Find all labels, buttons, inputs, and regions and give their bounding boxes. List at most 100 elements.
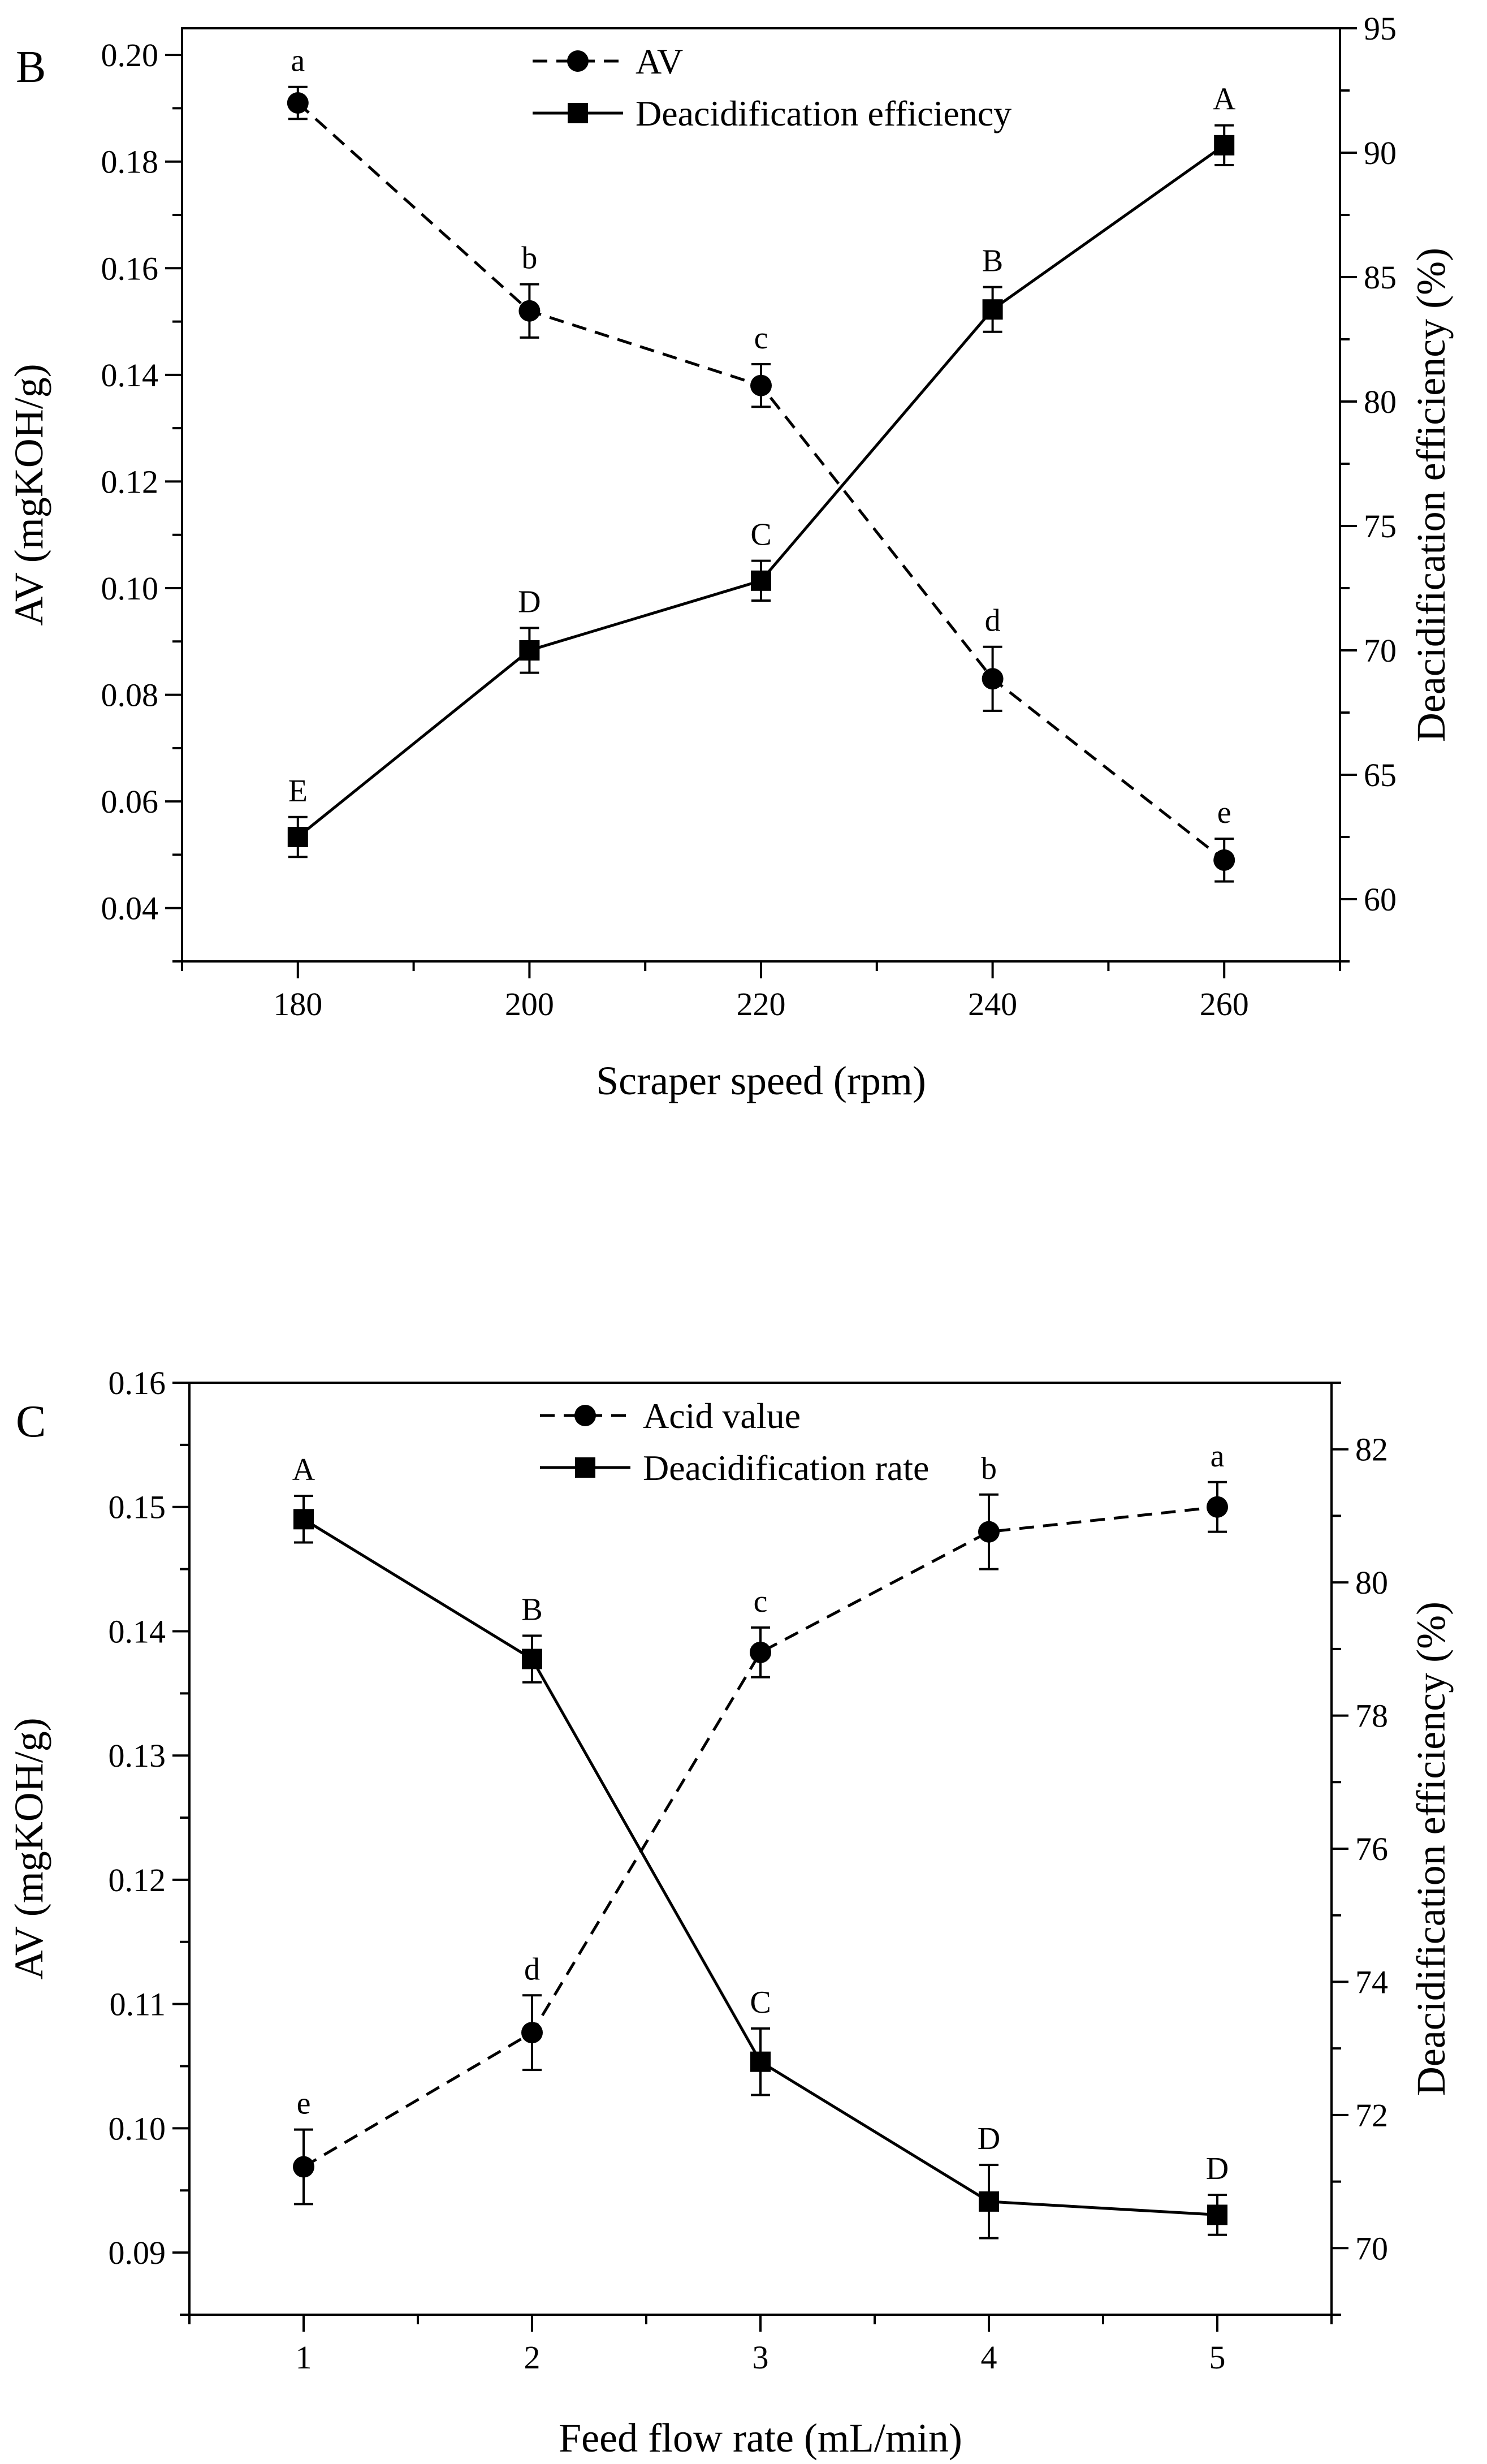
y-left-tick-label: 0.12 [101,463,159,500]
y-left-tick-label: 0.09 [109,2234,166,2271]
x-tick-label: 1 [296,2339,312,2376]
data-point-circle [521,2022,543,2044]
y-right-tick-label: 95 [1364,10,1397,47]
y-right-tick-label: 85 [1364,259,1397,296]
chart-panel-C: 1 2 3 4 5 0.09 0.10 0.11 0.12 0.13 0.14 0.15 0.16 70 7… [6,1365,1454,2461]
series-line [302,1505,1218,2168]
legend-label: Deacidification efficiency [636,93,1011,133]
data-point-circle [1207,1496,1228,1518]
y-left-tick-label: 0.06 [101,783,159,820]
y-right-tick-label: 76 [1355,1831,1388,1867]
y-left-tick-label: 0.14 [101,357,159,394]
data-point-square [751,570,771,591]
y-right-tick-label: 72 [1355,2097,1388,2134]
data-point-circle [750,374,772,396]
series-acid-value: e d c b a [293,1439,1228,2206]
significance-label: D [518,584,541,619]
y-right-tick-label: 65 [1364,757,1397,793]
data-point-square [1214,135,1235,156]
significance-label: e [297,2086,311,2121]
y-right-tick-label: 78 [1355,1698,1388,1734]
y-left-tick-label: 0.14 [109,1613,166,1650]
significance-label: c [754,321,768,356]
significance-label: D [1206,2151,1229,2186]
y-left-axis-title: AV (mgKOH/g) [6,1718,51,1979]
significance-label: c [754,1584,768,1619]
x-axis-title: Feed flow rate (mL/min) [559,2415,962,2461]
y-right-axis-title: Deacidification efficiency (%) [1408,1602,1454,2096]
significance-label: d [524,1952,540,1987]
y-right-tick-label: 60 [1364,881,1397,918]
series-line [302,1518,1218,2216]
y-right-tick-label: 80 [1355,1564,1388,1601]
data-point-square [979,2191,999,2212]
series-deacidification: A B C D D [292,1452,1229,2239]
data-point-circle [978,1521,1000,1543]
y-right-tick-label: 75 [1364,508,1397,545]
plot-frame [188,1382,1333,2316]
y-left-tick-label: 0.11 [110,1986,166,2023]
data-point-square [287,827,308,847]
panel-label: C [16,1397,46,1447]
significance-label: a [1211,1439,1225,1474]
series-line [297,144,1225,838]
y-right-tick-label: 70 [1364,632,1397,669]
y-right-tick-label: 80 [1364,383,1397,420]
significance-label: e [1217,795,1231,830]
x-tick-label: 4 [981,2339,997,2376]
panel-label: B [16,42,46,92]
y-left-tick-label: 0.18 [101,144,159,180]
data-point-square [519,640,540,661]
data-point-circle [982,668,1004,690]
significance-label: b [981,1451,997,1486]
x-tick-label: 220 [737,986,786,1022]
y-left-tick-label: 0.10 [109,2110,166,2147]
series-line [297,102,1225,861]
chart-panel-B: 180 200 220 240 260 0.04 0.06 0.08 0.10 0.12 0.14 0… [6,10,1454,1103]
significance-label: A [1213,82,1236,117]
legend-label: Deacidification rate [643,1448,929,1488]
significance-label: b [521,241,537,276]
x-tick-label: 3 [753,2339,769,2376]
legend-marker-circle [567,50,589,72]
x-tick-label: 200 [505,986,554,1022]
data-point-circle [518,300,541,322]
y-right-tick-label: 90 [1364,135,1397,171]
significance-label: d [985,603,1001,638]
significance-label: B [521,1592,542,1627]
x-tick-label: 180 [273,986,322,1022]
data-point-circle [750,1641,771,1663]
legend-marker-circle [574,1405,596,1426]
plot-frame [181,27,1341,963]
x-tick-label: 5 [1209,2339,1226,2376]
legend-marker-square [575,1457,595,1478]
data-point-square [293,1509,314,1530]
legend-marker-square [568,103,588,123]
y-left-tick-label: 0.16 [109,1365,166,1401]
series-acid-value: a b c d e [287,44,1235,883]
y-left-tick-label: 0.20 [101,37,159,74]
series-deacidification: E D C B A [287,82,1236,858]
legend-label: AV [636,41,683,81]
legend: AV Deacidification efficiency [533,41,1011,133]
y-right-tick-label: 82 [1355,1431,1388,1468]
x-tick-label: 260 [1200,986,1249,1022]
x-axis-title: Scraper speed (rpm) [596,1058,926,1103]
y-left-tick-label: 0.04 [101,890,159,927]
significance-label: a [291,44,305,79]
y-right-tick-label: 70 [1355,2230,1388,2267]
data-point-square [522,1649,542,1669]
significance-label: C [750,517,771,553]
x-tick-label: 240 [968,986,1017,1022]
legend: Acid value Deacidification rate [540,1396,929,1488]
y-left-tick-label: 0.08 [101,677,159,714]
data-point-circle [1213,849,1235,871]
x-tick-label: 2 [524,2339,541,2376]
data-point-square [982,299,1003,320]
y-left-tick-label: 0.12 [109,1862,166,1898]
y-left-tick-label: 0.16 [101,250,159,287]
significance-label: C [750,1985,771,2020]
significance-label: D [978,2121,1000,2156]
significance-label: E [288,774,308,809]
